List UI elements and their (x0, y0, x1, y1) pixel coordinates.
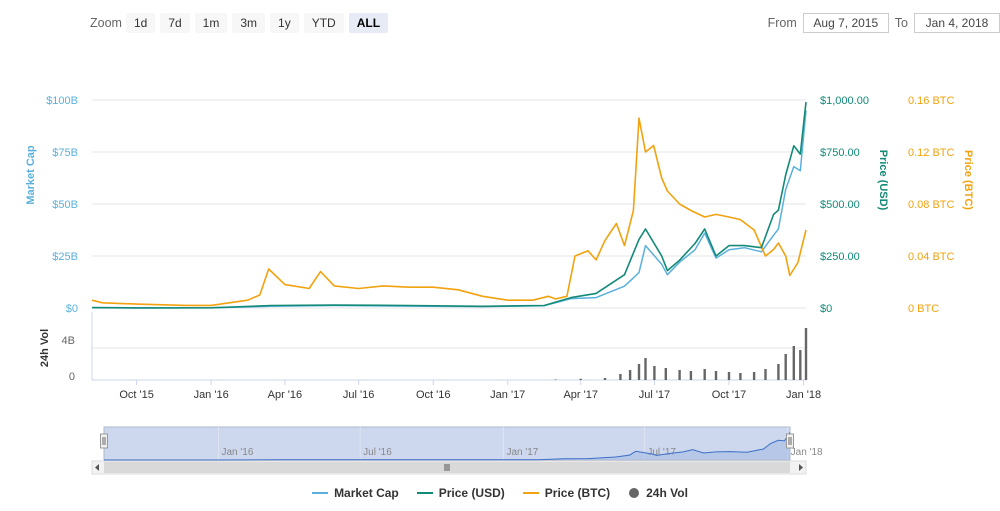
from-label: From (767, 16, 797, 30)
volume-bar (678, 370, 681, 380)
legend-item-market-cap[interactable]: Market Cap (312, 486, 399, 500)
series-line-price-usd (91, 102, 807, 309)
price-btc-tick-label: 0.16 BTC (908, 95, 955, 107)
volume-bar (777, 364, 780, 380)
volume-bar (689, 371, 693, 380)
market-cap-axis-title: Market Cap (25, 145, 37, 205)
navigator-tick-label: Jul '16 (363, 447, 392, 458)
volume-tick-label: 0 (69, 371, 75, 383)
volume-axis-title: 24h Vol (39, 329, 51, 367)
x-tick-label: Oct '15 (119, 389, 154, 401)
x-tick-label: Oct '17 (712, 389, 747, 401)
zoom-button-7d[interactable]: 7d (160, 13, 190, 33)
volume-bar (727, 372, 731, 380)
handle-body (786, 433, 794, 449)
zoom-label: Zoom (90, 16, 122, 30)
zoom-button-all[interactable]: ALL (348, 13, 389, 33)
price-btc-axis-title: Price (BTC) (962, 150, 974, 210)
legend-line-icon (416, 492, 433, 494)
series-line-market-cap (91, 110, 807, 309)
volume-bar (703, 369, 706, 380)
volume-bar (603, 378, 607, 380)
legend-item-price-usd[interactable]: Price (USD) (416, 486, 505, 500)
price-btc-tick-label: 0 BTC (908, 303, 939, 315)
volume-bar (637, 364, 641, 380)
price-btc-tick-label: 0.04 BTC (908, 251, 955, 263)
legend-label: 24h Vol (646, 486, 688, 500)
navigator-right-handle[interactable] (786, 433, 794, 449)
zoom-button-1m[interactable]: 1m (194, 13, 228, 33)
date-range-selector: From To (762, 12, 1000, 34)
zoom-button-1d[interactable]: 1d (125, 13, 156, 33)
x-tick-label: Apr '17 (563, 389, 598, 401)
legend-label: Price (BTC) (544, 486, 611, 500)
price-usd-tick-label: $0 (820, 303, 832, 315)
volume-bar (619, 374, 622, 380)
volume-bar (714, 371, 718, 380)
x-tick-label: Oct '16 (416, 389, 451, 401)
volume-bar (804, 328, 808, 380)
legend-label: Price (USD) (438, 486, 505, 500)
scroll-right-icon (799, 464, 803, 471)
to-date-input[interactable] (914, 13, 1000, 33)
price-usd-tick-label: $750.00 (820, 147, 860, 159)
volume-bar (664, 368, 667, 380)
volume-bar (792, 346, 795, 380)
volume-bar (579, 378, 582, 380)
price-btc-tick-label: 0.08 BTC (908, 199, 955, 211)
x-tick-label: Jul '17 (639, 389, 670, 401)
volume-bar (628, 370, 632, 380)
volume-bar (799, 350, 802, 380)
legend: Market Cap Price (USD) Price (BTC) 24h V… (0, 486, 1000, 500)
price-usd-tick-label: $1,000.00 (820, 95, 869, 107)
zoom-button-ytd[interactable]: YTD (303, 13, 344, 33)
volume-bar (653, 366, 656, 380)
legend-item-price-btc[interactable]: Price (BTC) (522, 486, 611, 500)
navigator-left-handle[interactable] (100, 433, 108, 449)
to-label: To (894, 16, 908, 30)
market-cap-tick-label: $0 (66, 303, 78, 315)
zoom-bar: Zoom 1d 7d 1m 3m 1y YTD ALL (90, 12, 393, 34)
navigator-tick-label: Jan '16 (221, 447, 253, 458)
from-date-input[interactable] (802, 13, 889, 33)
volume-bar (554, 379, 557, 380)
price-usd-tick-label: $500.00 (820, 199, 860, 211)
navigator-tick-label: Jan '17 (506, 447, 538, 458)
x-tick-label: Jul '16 (343, 389, 374, 401)
navigator-area (104, 432, 790, 460)
navigator-tick-label: Jan '18 (791, 447, 823, 458)
market-cap-tick-label: $100B (46, 95, 78, 107)
price-btc-tick-label: 0.12 BTC (908, 147, 955, 159)
legend-line-icon (312, 492, 329, 494)
zoom-button-3m[interactable]: 3m (232, 13, 266, 33)
navigator-tick-label: Jul '17 (647, 447, 676, 458)
navigator-line (104, 432, 791, 461)
price-usd-tick-label: $250.00 (820, 251, 860, 263)
x-tick-label: Jan '18 (786, 389, 821, 401)
price-usd-axis-title: Price (USD) (877, 150, 889, 211)
x-tick-label: Jan '16 (194, 389, 229, 401)
x-tick-label: Jan '17 (490, 389, 525, 401)
market-cap-tick-label: $75B (52, 147, 78, 159)
handle-body (100, 433, 108, 449)
legend-circle-icon (629, 488, 640, 498)
volume-bar (739, 373, 742, 380)
volume-bar (644, 358, 647, 380)
market-cap-tick-label: $50B (52, 199, 78, 211)
zoom-button-1y[interactable]: 1y (270, 13, 299, 33)
scroll-left-icon (95, 464, 99, 471)
navigator-scrollbar[interactable] (91, 460, 807, 475)
x-tick-label: Apr '16 (268, 389, 303, 401)
series-line-price-btc (91, 117, 807, 307)
volume-bar (784, 354, 787, 380)
legend-line-icon (522, 492, 539, 494)
volume-bar (764, 369, 767, 380)
legend-item-24h-vol[interactable]: 24h Vol (628, 486, 688, 500)
legend-label: Market Cap (334, 486, 399, 500)
market-cap-tick-label: $25B (52, 251, 78, 263)
volume-bar (752, 372, 756, 380)
volume-tick-label: 4B (62, 335, 75, 347)
